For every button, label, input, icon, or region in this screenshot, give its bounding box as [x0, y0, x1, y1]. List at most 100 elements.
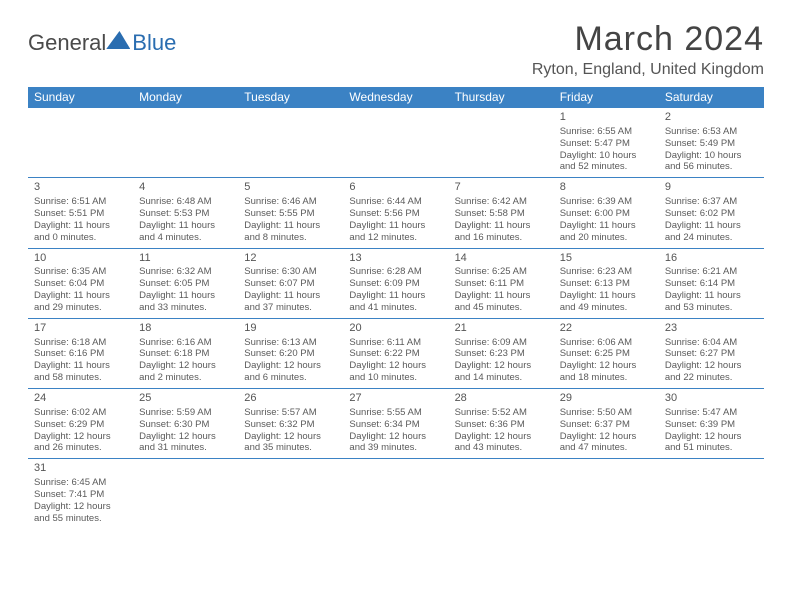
daylight-line: Daylight: 12 hours and 39 minutes. — [349, 431, 442, 455]
calendar-cell — [449, 108, 554, 178]
daylight-line: Daylight: 12 hours and 26 minutes. — [34, 431, 127, 455]
sunrise-line: Sunrise: 6:45 AM — [34, 477, 127, 489]
sunrise-line: Sunrise: 6:11 AM — [349, 337, 442, 349]
day-number: 22 — [560, 322, 653, 336]
sunrise-line: Sunrise: 6:32 AM — [139, 266, 232, 278]
daylight-line: Daylight: 11 hours and 45 minutes. — [455, 290, 548, 314]
calendar-cell: 18Sunrise: 6:16 AMSunset: 6:18 PMDayligh… — [133, 318, 238, 388]
day-number: 11 — [139, 252, 232, 266]
sunrise-line: Sunrise: 6:44 AM — [349, 196, 442, 208]
sunrise-line: Sunrise: 5:47 AM — [665, 407, 758, 419]
daylight-line: Daylight: 11 hours and 58 minutes. — [34, 360, 127, 384]
daylight-line: Daylight: 11 hours and 33 minutes. — [139, 290, 232, 314]
header: General Blue March 2024 Ryton, England, … — [28, 20, 764, 79]
sunrise-line: Sunrise: 6:02 AM — [34, 407, 127, 419]
day-number: 7 — [455, 181, 548, 195]
daylight-line: Daylight: 12 hours and 2 minutes. — [139, 360, 232, 384]
day-number: 13 — [349, 252, 442, 266]
daylight-line: Daylight: 11 hours and 20 minutes. — [560, 220, 653, 244]
day-header: Thursday — [449, 87, 554, 108]
day-header: Wednesday — [343, 87, 448, 108]
sunset-line: Sunset: 6:36 PM — [455, 419, 548, 431]
daylight-line: Daylight: 12 hours and 22 minutes. — [665, 360, 758, 384]
calendar-row: 10Sunrise: 6:35 AMSunset: 6:04 PMDayligh… — [28, 248, 764, 318]
calendar-cell: 28Sunrise: 5:52 AMSunset: 6:36 PMDayligh… — [449, 389, 554, 459]
daylight-line: Daylight: 11 hours and 8 minutes. — [244, 220, 337, 244]
calendar-cell — [343, 108, 448, 178]
sunrise-line: Sunrise: 6:53 AM — [665, 126, 758, 138]
day-number: 6 — [349, 181, 442, 195]
day-header: Tuesday — [238, 87, 343, 108]
sunrise-line: Sunrise: 6:28 AM — [349, 266, 442, 278]
sunset-line: Sunset: 6:13 PM — [560, 278, 653, 290]
daylight-line: Daylight: 11 hours and 41 minutes. — [349, 290, 442, 314]
daylight-line: Daylight: 12 hours and 43 minutes. — [455, 431, 548, 455]
location-label: Ryton, England, United Kingdom — [532, 61, 764, 79]
calendar-cell: 8Sunrise: 6:39 AMSunset: 6:00 PMDaylight… — [554, 178, 659, 248]
day-number: 4 — [139, 181, 232, 195]
day-number: 17 — [34, 322, 127, 336]
calendar-cell — [238, 459, 343, 529]
logo-text-blue: Blue — [132, 30, 176, 56]
calendar-cell: 19Sunrise: 6:13 AMSunset: 6:20 PMDayligh… — [238, 318, 343, 388]
sunrise-line: Sunrise: 6:37 AM — [665, 196, 758, 208]
sunrise-line: Sunrise: 6:39 AM — [560, 196, 653, 208]
calendar-cell: 3Sunrise: 6:51 AMSunset: 5:51 PMDaylight… — [28, 178, 133, 248]
sunset-line: Sunset: 7:41 PM — [34, 489, 127, 501]
day-number: 31 — [34, 462, 127, 476]
page-title: March 2024 — [532, 20, 764, 59]
sail-icon — [106, 31, 130, 49]
sunset-line: Sunset: 6:30 PM — [139, 419, 232, 431]
logo-text-general: General — [28, 30, 106, 56]
sunset-line: Sunset: 5:49 PM — [665, 138, 758, 150]
calendar-cell: 20Sunrise: 6:11 AMSunset: 6:22 PMDayligh… — [343, 318, 448, 388]
calendar-cell: 15Sunrise: 6:23 AMSunset: 6:13 PMDayligh… — [554, 248, 659, 318]
sunrise-line: Sunrise: 6:09 AM — [455, 337, 548, 349]
daylight-line: Daylight: 12 hours and 51 minutes. — [665, 431, 758, 455]
calendar-cell: 6Sunrise: 6:44 AMSunset: 5:56 PMDaylight… — [343, 178, 448, 248]
daylight-line: Daylight: 11 hours and 53 minutes. — [665, 290, 758, 314]
calendar-cell: 31Sunrise: 6:45 AMSunset: 7:41 PMDayligh… — [28, 459, 133, 529]
day-number: 25 — [139, 392, 232, 406]
sunset-line: Sunset: 6:25 PM — [560, 348, 653, 360]
sunrise-line: Sunrise: 6:23 AM — [560, 266, 653, 278]
daylight-line: Daylight: 12 hours and 6 minutes. — [244, 360, 337, 384]
calendar-row: 3Sunrise: 6:51 AMSunset: 5:51 PM Daylight… — [28, 178, 764, 248]
daylight-line: Daylight: 12 hours and 14 minutes. — [455, 360, 548, 384]
sunrise-line: Sunrise: 5:59 AM — [139, 407, 232, 419]
day-number: 18 — [139, 322, 232, 336]
sunset-line: Sunset: 6:16 PM — [34, 348, 127, 360]
daylight-line: Daylight: 11 hours and 49 minutes. — [560, 290, 653, 314]
calendar-cell: 27Sunrise: 5:55 AMSunset: 6:34 PMDayligh… — [343, 389, 448, 459]
title-block: March 2024 Ryton, England, United Kingdo… — [532, 20, 764, 79]
daylight-line: Daylight: 11 hours and 12 minutes. — [349, 220, 442, 244]
calendar-cell: 24Sunrise: 6:02 AMSunset: 6:29 PMDayligh… — [28, 389, 133, 459]
sunrise-line: Sunrise: 6:30 AM — [244, 266, 337, 278]
sunrise-line: Sunrise: 6:51 AM — [34, 196, 127, 208]
calendar-cell: 2Sunrise: 6:53 AMSunset: 5:49 PMDaylight… — [659, 108, 764, 178]
sunset-line: Sunset: 6:34 PM — [349, 419, 442, 431]
calendar-cell: 13Sunrise: 6:28 AMSunset: 6:09 PMDayligh… — [343, 248, 448, 318]
sunset-line: Sunset: 6:32 PM — [244, 419, 337, 431]
calendar-cell: 10Sunrise: 6:35 AMSunset: 6:04 PMDayligh… — [28, 248, 133, 318]
daylight-line: Daylight: 11 hours and 4 minutes. — [139, 220, 232, 244]
day-number: 9 — [665, 181, 758, 195]
day-number: 3 — [34, 181, 127, 195]
sunset-line: Sunset: 6:23 PM — [455, 348, 548, 360]
day-number: 28 — [455, 392, 548, 406]
sunrise-line: Sunrise: 6:16 AM — [139, 337, 232, 349]
logo: General Blue — [28, 20, 176, 56]
day-number: 19 — [244, 322, 337, 336]
day-header: Sunday — [28, 87, 133, 108]
sunrise-line: Sunrise: 5:57 AM — [244, 407, 337, 419]
sunset-line: Sunset: 6:18 PM — [139, 348, 232, 360]
calendar-cell: 25Sunrise: 5:59 AMSunset: 6:30 PMDayligh… — [133, 389, 238, 459]
sunset-line: Sunset: 5:51 PM — [34, 208, 127, 220]
sunrise-line: Sunrise: 6:25 AM — [455, 266, 548, 278]
calendar-cell: 29Sunrise: 5:50 AMSunset: 6:37 PMDayligh… — [554, 389, 659, 459]
calendar-cell: 21Sunrise: 6:09 AMSunset: 6:23 PMDayligh… — [449, 318, 554, 388]
sunset-line: Sunset: 6:29 PM — [34, 419, 127, 431]
day-number: 12 — [244, 252, 337, 266]
day-number: 8 — [560, 181, 653, 195]
sunrise-line: Sunrise: 6:21 AM — [665, 266, 758, 278]
